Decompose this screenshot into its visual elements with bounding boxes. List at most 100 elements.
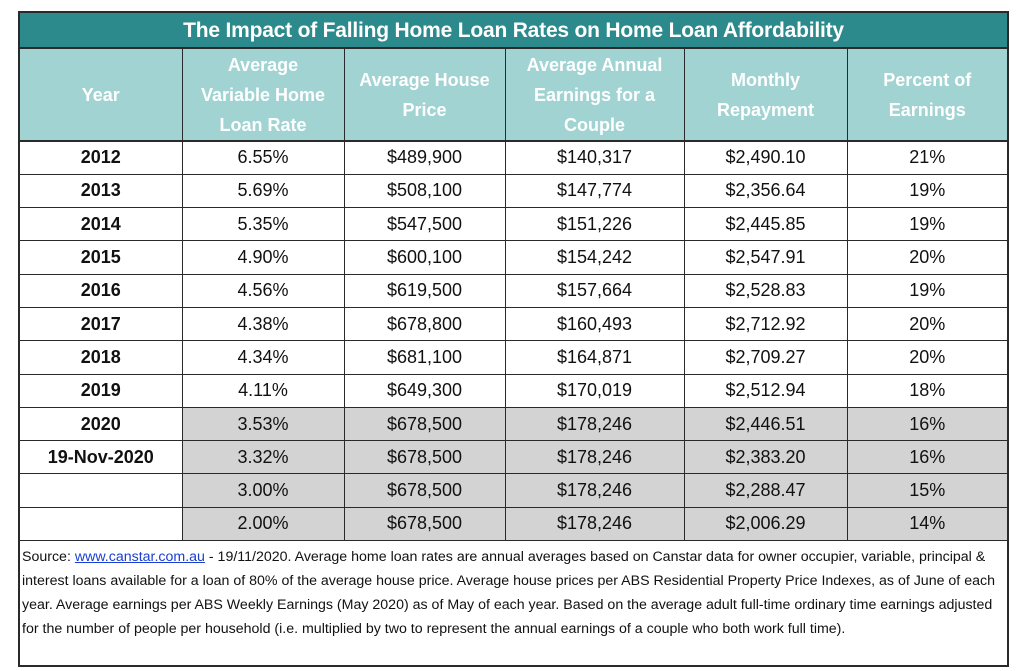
affordability-table: Year Average Variable Home Loan Rate Average… [20,49,1007,542]
cell-repayment: $2,512.94 [684,374,848,408]
cell-earnings: $170,019 [505,374,685,408]
cell-year [20,473,183,508]
cell-rate: 2.00% [182,507,345,542]
cell-earnings: $178,246 [505,440,685,475]
cell-percent: 20% [847,307,1007,342]
cell-repayment: $2,709.27 [684,340,848,375]
cell-year: 2016 [20,274,183,308]
cell-earnings: $178,246 [505,507,685,542]
table-row: 2017 4.38% $678,800 $160,493 $2,712.92 20% [20,307,1007,342]
cell-earnings: $160,493 [505,307,685,342]
cell-percent: 20% [847,240,1007,275]
column-header-line: Variable Home [200,84,326,105]
cell-price: $619,500 [344,274,506,308]
cell-earnings: $178,246 [505,473,685,508]
column-header-line: Loan Rate [219,114,307,135]
cell-price: $547,500 [344,207,506,242]
cell-rate: 4.11% [182,374,345,408]
column-header-line: Percent of [883,69,972,90]
cell-price: $678,800 [344,307,506,342]
column-header-year: Year [20,49,183,142]
cell-percent: 14% [847,507,1007,542]
cell-earnings: $164,871 [505,340,685,375]
column-header-repayment: Monthly Repayment [684,49,848,142]
cell-rate: 5.35% [182,207,345,242]
cell-price: $681,100 [344,340,506,375]
source-note: Source: www.canstar.com.au - 19/11/2020.… [20,541,1007,641]
table-row: 2020 3.53% $678,500 $178,246 $2,446.51 16% [20,407,1007,442]
cell-percent: 18% [847,374,1007,408]
cell-percent: 20% [847,340,1007,375]
cell-price: $489,900 [344,141,506,175]
cell-repayment: $2,006.29 [684,507,848,542]
cell-year: 19-Nov-2020 [20,440,183,475]
cell-rate: 4.38% [182,307,345,342]
cell-repayment: $2,547.91 [684,240,848,275]
table-row: 2018 4.34% $681,100 $164,871 $2,709.27 20% [20,340,1007,375]
cell-rate: 3.32% [182,440,345,475]
cell-repayment: $2,528.83 [684,274,848,308]
cell-year [20,507,183,542]
table-row: 2015 4.90% $600,100 $154,242 $2,547.91 20% [20,240,1007,275]
cell-year: 2013 [20,174,183,209]
cell-year: 2017 [20,307,183,342]
column-header-line: Average Annual [526,54,663,75]
table-body: 2012 6.55% $489,900 $140,317 $2,490.10 21% 201… [20,141,1007,542]
cell-price: $678,500 [344,473,506,508]
cell-rate: 5.69% [182,174,345,209]
cell-year: 2019 [20,374,183,408]
cell-year: 2015 [20,240,183,275]
column-header-line: Price [402,99,447,120]
cell-earnings: $154,242 [505,240,685,275]
column-header-line: Average [227,54,299,75]
table-row: 2016 4.56% $619,500 $157,664 $2,528.83 19% [20,274,1007,308]
cell-year: 2018 [20,340,183,375]
cell-percent: 19% [847,274,1007,308]
cell-price: $678,500 [344,507,506,542]
cell-percent: 21% [847,141,1007,175]
cell-percent: 16% [847,440,1007,475]
cell-earnings: $178,246 [505,407,685,442]
cell-earnings: $147,774 [505,174,685,209]
column-header-line: Earnings [888,99,966,120]
cell-repayment: $2,445.85 [684,207,848,242]
cell-percent: 16% [847,407,1007,442]
table-row: 2014 5.35% $547,500 $151,226 $2,445.85 19% [20,207,1007,242]
column-header-line: Average House [359,69,490,90]
cell-percent: 19% [847,207,1007,242]
table-row: 2013 5.69% $508,100 $147,774 $2,356.64 19% [20,174,1007,209]
table-row: 3.00% $678,500 $178,246 $2,288.47 15% [20,473,1007,508]
cell-rate: 6.55% [182,141,345,175]
source-link[interactable]: www.canstar.com.au [74,549,205,566]
cell-earnings: $151,226 [505,207,685,242]
table-row: 2.00% $678,500 $178,246 $2,006.29 14% [20,507,1007,542]
cell-earnings: $157,664 [505,274,685,308]
cell-repayment: $2,356.64 [684,174,848,209]
cell-repayment: $2,288.47 [684,473,848,508]
column-header-earnings: Average Annual Earnings for a Couple [505,49,685,142]
table-row: 2012 6.55% $489,900 $140,317 $2,490.10 21% [20,141,1007,175]
column-header-percent: Percent of Earnings [847,49,1007,142]
column-header-price: Average House Price [344,49,506,142]
table-row: 19-Nov-2020 3.32% $678,500 $178,246 $2,383.2… [20,440,1007,475]
cell-price: $508,100 [344,174,506,209]
cell-repayment: $2,446.51 [684,407,848,442]
column-header-rate: Average Variable Home Loan Rate [182,49,345,142]
cell-earnings: $140,317 [505,141,685,175]
cell-percent: 15% [847,473,1007,508]
source-prefix: Source: [22,549,75,566]
cell-repayment: $2,383.20 [684,440,848,475]
cell-rate: 4.34% [182,340,345,375]
cell-rate: 3.53% [182,407,345,442]
table-row: 2019 4.11% $649,300 $170,019 $2,512.94 18% [20,374,1007,408]
header-row: Year Average Variable Home Loan Rate Average… [20,49,1007,142]
cell-price: $649,300 [344,374,506,408]
cell-repayment: $2,712.92 [684,307,848,342]
cell-rate: 3.00% [182,473,345,508]
table-title: The Impact of Falling Home Loan Rates on… [20,13,1007,49]
cell-price: $600,100 [344,240,506,275]
column-header-line: Repayment [716,99,815,120]
cell-rate: 4.90% [182,240,345,275]
column-header-line: Couple [564,114,625,135]
cell-price: $678,500 [344,407,506,442]
